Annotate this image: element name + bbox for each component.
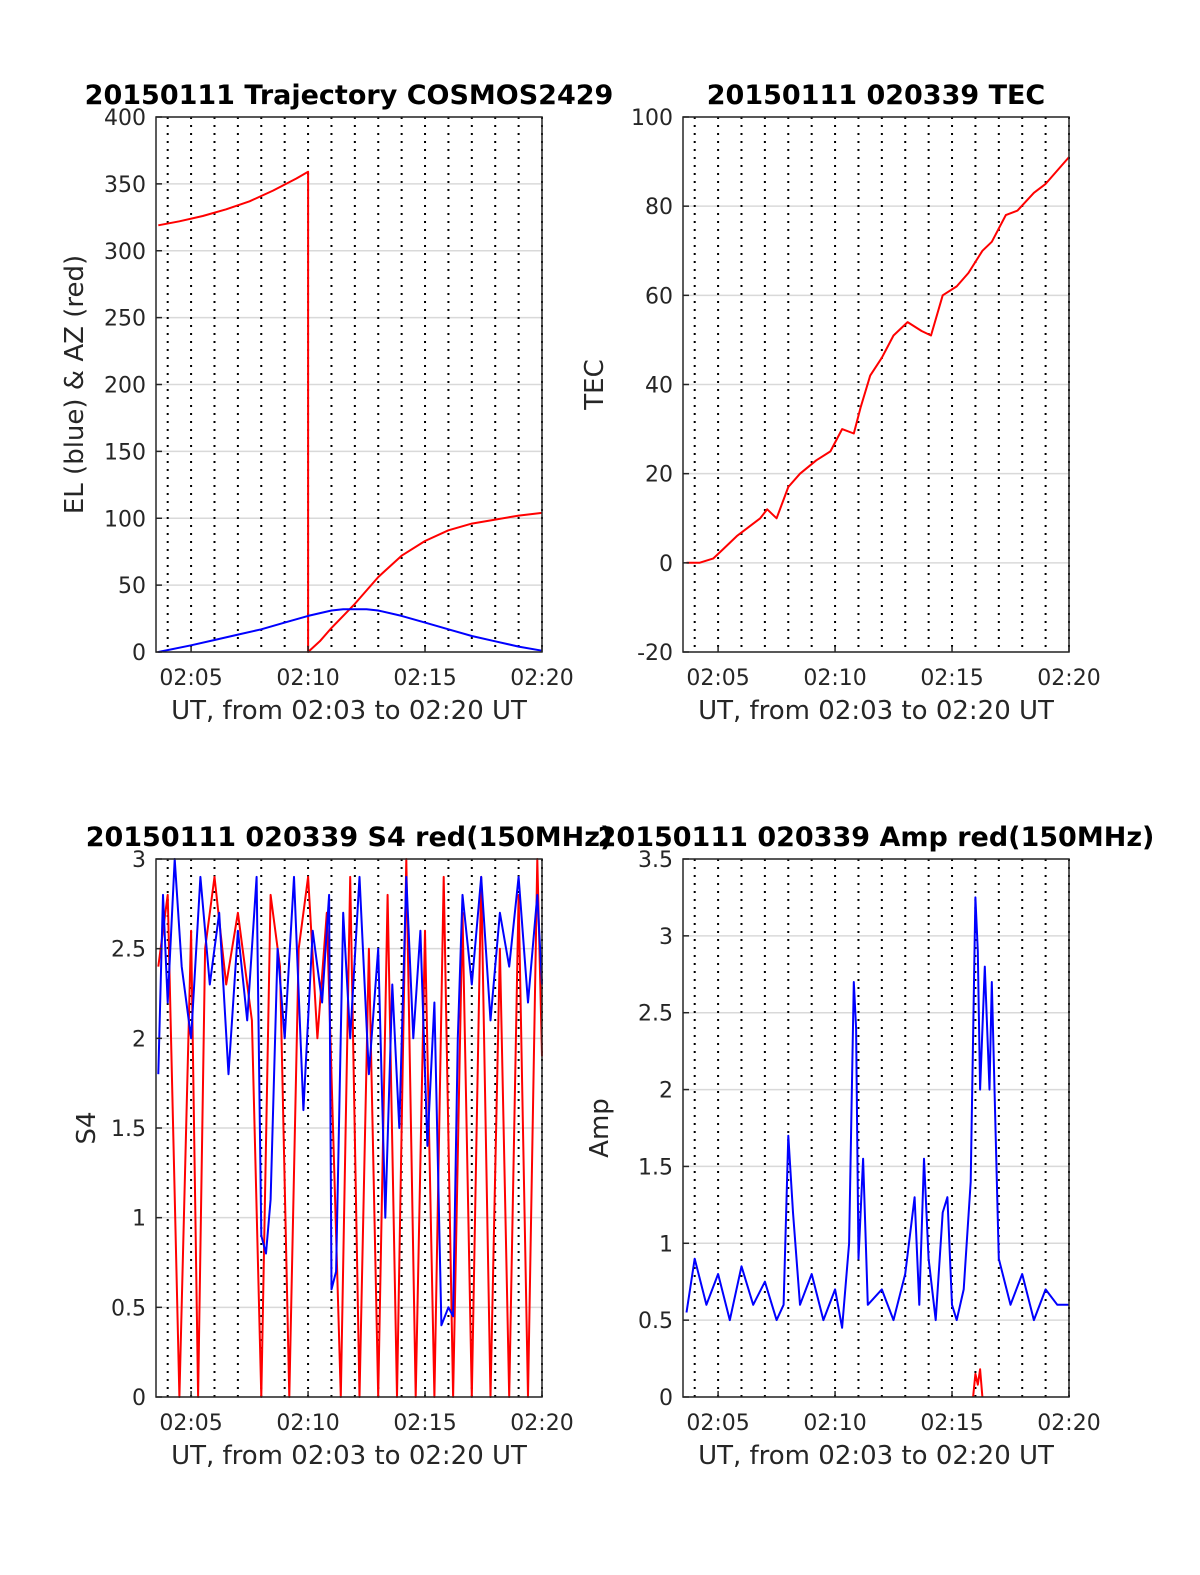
y-axis-label: EL (blue) & AZ (red) [60,255,90,514]
y-tick-label: 350 [104,173,146,198]
chart-amp: 0 0.5 1 1.5 2 2.5 3 3.5 02:05 02:10 02:15 02:20 UT, … [585,822,1154,1471]
y-tick-label: 3 [659,925,673,950]
chart-s4: 0 0.5 1 1.5 2 2.5 3 02:05 02:10 02:15 02:20 UT, fro… [72,822,612,1471]
x-axis-label: UT, from 02:03 to 02:20 UT [171,696,527,726]
chart-title: 20150111 020339 S4 red(150MHz) [86,822,613,853]
chart-tec: -20 0 20 40 60 80 100 02:05 02:10 02:15 02:20 UT, f… [580,80,1101,726]
series-line-1 [685,896,1069,1329]
x-axis-label: UT, from 02:03 to 02:20 UT [698,696,1054,726]
y-tick-label: 3.5 [638,848,673,873]
x-tick-label: 02:10 [803,666,866,691]
series-line-1 [158,608,543,653]
y-tick-label: 50 [118,574,146,599]
x-tick-label: 02:15 [920,666,983,691]
x-tick-label: 02:20 [510,1411,573,1436]
y-tick-label: 60 [645,284,673,309]
y-tick-label: 0 [132,641,146,666]
y-tick-label: 1 [659,1232,673,1257]
y-tick-label: 1.5 [638,1155,673,1180]
y-tick-label: 0.5 [111,1296,146,1321]
y-tick-label: 0 [659,552,673,577]
y-tick-label: 1 [132,1207,146,1232]
y-tick-label: -20 [637,641,673,666]
y-tick-label: 400 [104,106,146,131]
y-axis-label: S4 [72,1111,102,1144]
y-tick-label: 2 [132,1027,146,1052]
y-tick-label: 0 [659,1386,673,1411]
x-tick-label: 02:20 [510,666,573,691]
y-tick-label: 3 [132,848,146,873]
x-tick-label: 02:15 [393,666,456,691]
chart-trajectory: 0 50 100 150 200 250 300 350 400 02:05 02:10 02:15 0… [60,80,613,726]
y-tick-label: 100 [631,106,673,131]
y-tick-label: 1.5 [111,1117,146,1142]
y-tick-label: 300 [104,240,146,265]
series-line-1 [157,858,543,1327]
x-tick-label: 02:10 [803,1411,866,1436]
y-axis-label: Amp [585,1098,615,1158]
x-tick-label: 02:05 [159,666,222,691]
y-tick-label: 0 [132,1386,146,1411]
x-tick-label: 02:05 [686,1411,749,1436]
y-tick-label: 80 [645,195,673,220]
y-tick-label: 0.5 [638,1309,673,1334]
chart-title: 20150111 020339 TEC [707,80,1046,111]
y-tick-label: 40 [645,374,673,399]
y-tick-label: 2.5 [638,1002,673,1027]
y-tick-label: 200 [104,374,146,399]
x-tick-label: 02:05 [686,666,749,691]
x-tick-label: 02:20 [1037,666,1100,691]
x-tick-label: 02:15 [920,1411,983,1436]
x-tick-label: 02:05 [159,1411,222,1436]
plot-area [683,859,1069,1397]
x-tick-label: 02:10 [276,1411,339,1436]
chart-title: 20150111 020339 Amp red(150MHz) [598,822,1155,853]
x-tick-label: 02:15 [393,1411,456,1436]
series-line-0 [158,170,543,653]
y-tick-label: 20 [645,463,673,488]
x-tick-label: 02:10 [276,666,339,691]
y-tick-label: 2 [659,1079,673,1104]
x-axis-label: UT, from 02:03 to 02:20 UT [171,1441,527,1471]
axes-box [682,858,1070,1398]
series-line-0 [686,156,1070,564]
chart-title: 20150111 Trajectory COSMOS2429 [85,80,614,111]
series-line-0 [972,1368,984,1398]
y-tick-label: 100 [104,507,146,532]
y-axis-label: TEC [580,359,610,410]
x-tick-label: 02:20 [1037,1411,1100,1436]
y-tick-label: 250 [104,307,146,332]
y-tick-label: 150 [104,440,146,465]
x-axis-label: UT, from 02:03 to 02:20 UT [698,1441,1054,1471]
y-tick-label: 2.5 [111,938,146,963]
